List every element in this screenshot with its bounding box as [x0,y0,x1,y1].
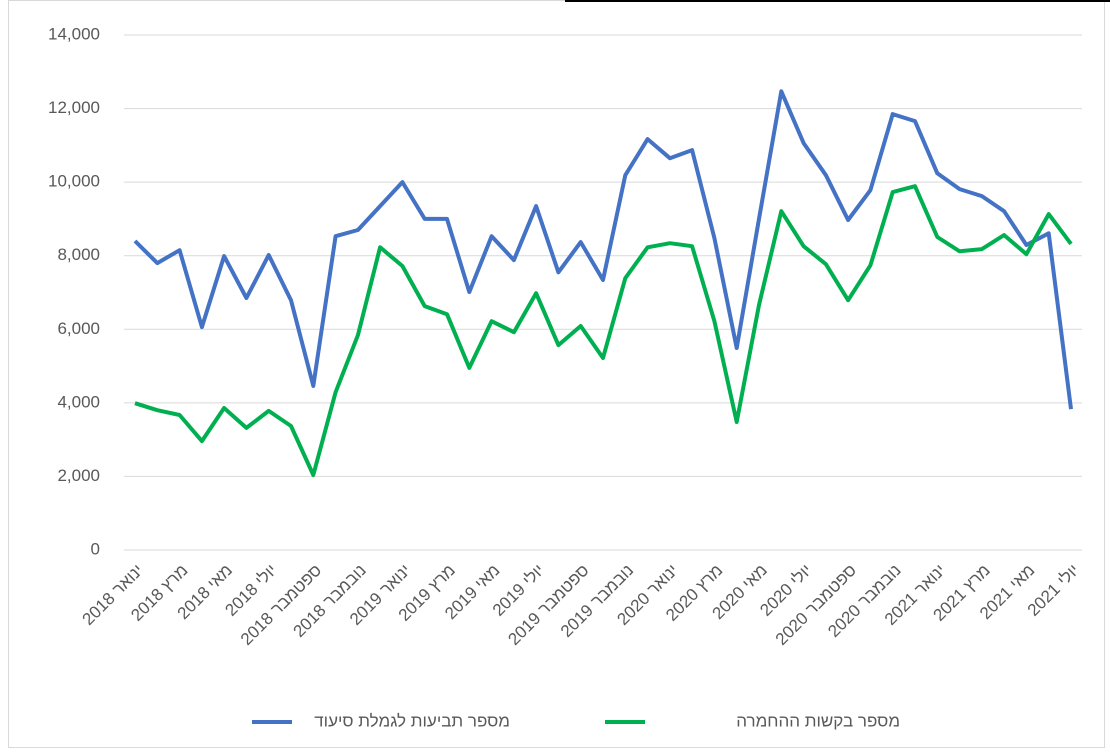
line-series [133,89,1073,410]
legend-label: מספר בקשות ההחמרה [736,711,900,730]
legend-label: מספר תביעות לגמלת סיעוד [314,711,510,730]
line-series [134,184,1073,477]
y-tick-label: 2,000 [57,466,100,485]
y-tick-label: 6,000 [57,319,100,338]
y-tick-label: 12,000 [48,98,100,117]
y-tick-label: 8,000 [57,245,100,264]
y-tick-label: 14,000 [48,24,100,43]
y-tick-label: 4,000 [57,392,100,411]
y-tick-label: 0 [91,539,100,558]
y-tick-label: 10,000 [48,172,100,191]
chart-frame [8,0,1105,748]
